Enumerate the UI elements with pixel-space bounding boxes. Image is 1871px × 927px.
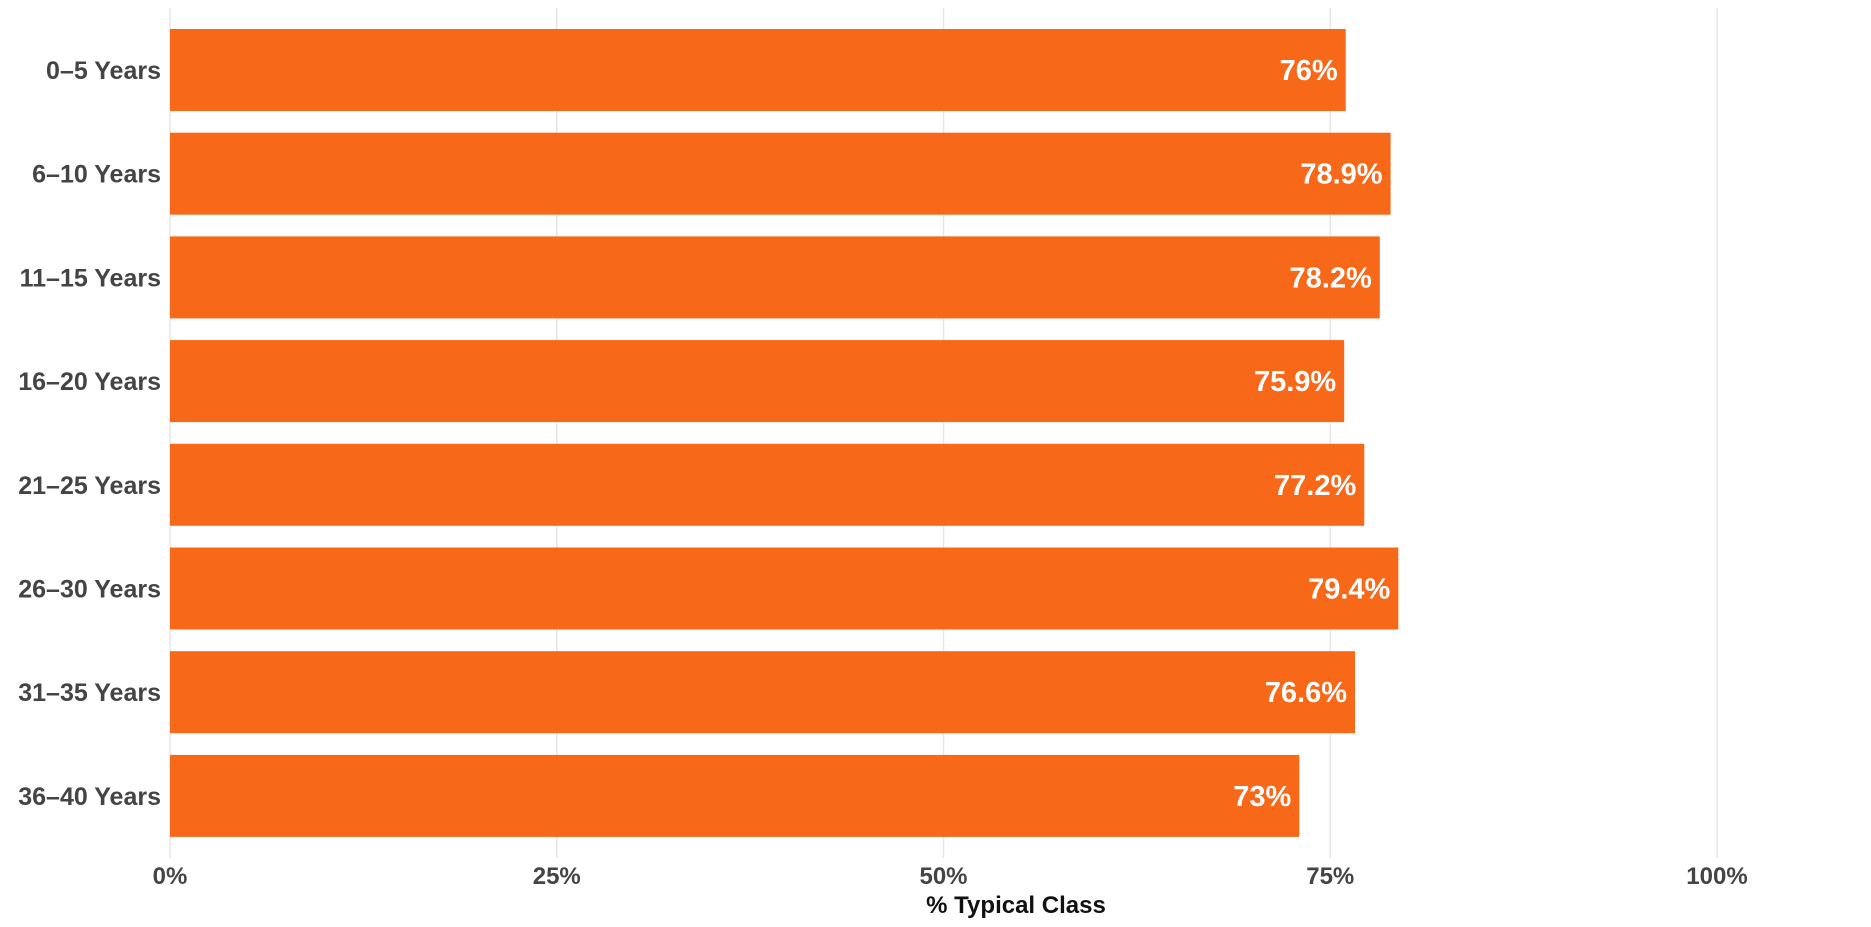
data-label: 77.2% bbox=[1274, 470, 1356, 502]
y-tick-label: 31–35 Years bbox=[18, 679, 161, 707]
y-tick-label: 0–5 Years bbox=[46, 57, 161, 85]
bar bbox=[170, 547, 1399, 630]
data-label: 78.9% bbox=[1300, 159, 1382, 191]
data-label: 75.9% bbox=[1254, 366, 1336, 398]
y-tick-label: 21–25 Years bbox=[18, 472, 161, 500]
bar bbox=[170, 340, 1345, 423]
bar bbox=[170, 132, 1391, 215]
y-axis-labels: 0–5 Years 6–10 Years 11–15 Years 16–20 Year… bbox=[18, 57, 161, 811]
x-tick-label: 50% bbox=[919, 863, 967, 890]
data-label: 76% bbox=[1280, 55, 1338, 87]
y-tick-label: 11–15 Years bbox=[20, 264, 161, 292]
x-tick-label: 75% bbox=[1306, 863, 1354, 890]
bar bbox=[170, 754, 1300, 837]
data-label: 79.4% bbox=[1308, 574, 1390, 606]
bar bbox=[170, 651, 1356, 734]
y-tick-label: 6–10 Years bbox=[32, 161, 161, 189]
x-axis-title: % Typical Class bbox=[926, 892, 1106, 919]
y-tick-label: 36–40 Years bbox=[18, 783, 161, 811]
bar bbox=[170, 443, 1365, 526]
data-label: 78.2% bbox=[1290, 262, 1372, 294]
bar bbox=[170, 236, 1380, 319]
data-label: 73% bbox=[1233, 781, 1291, 813]
bar bbox=[170, 29, 1346, 111]
x-tick-label: 100% bbox=[1686, 863, 1747, 890]
x-tick-label: 0% bbox=[153, 863, 188, 890]
y-tick-label: 26–30 Years bbox=[18, 576, 161, 604]
bars: 76% 78.9% 78.2% 75.9% 77.2% 79.4% 76.6% 73% bbox=[170, 29, 1399, 837]
x-axis-labels: 0% 25% 50% 75% 100% bbox=[153, 863, 1748, 890]
y-tick-label: 16–20 Years bbox=[18, 368, 161, 396]
x-tick-label: 25% bbox=[533, 863, 581, 890]
data-label: 76.6% bbox=[1265, 677, 1347, 709]
